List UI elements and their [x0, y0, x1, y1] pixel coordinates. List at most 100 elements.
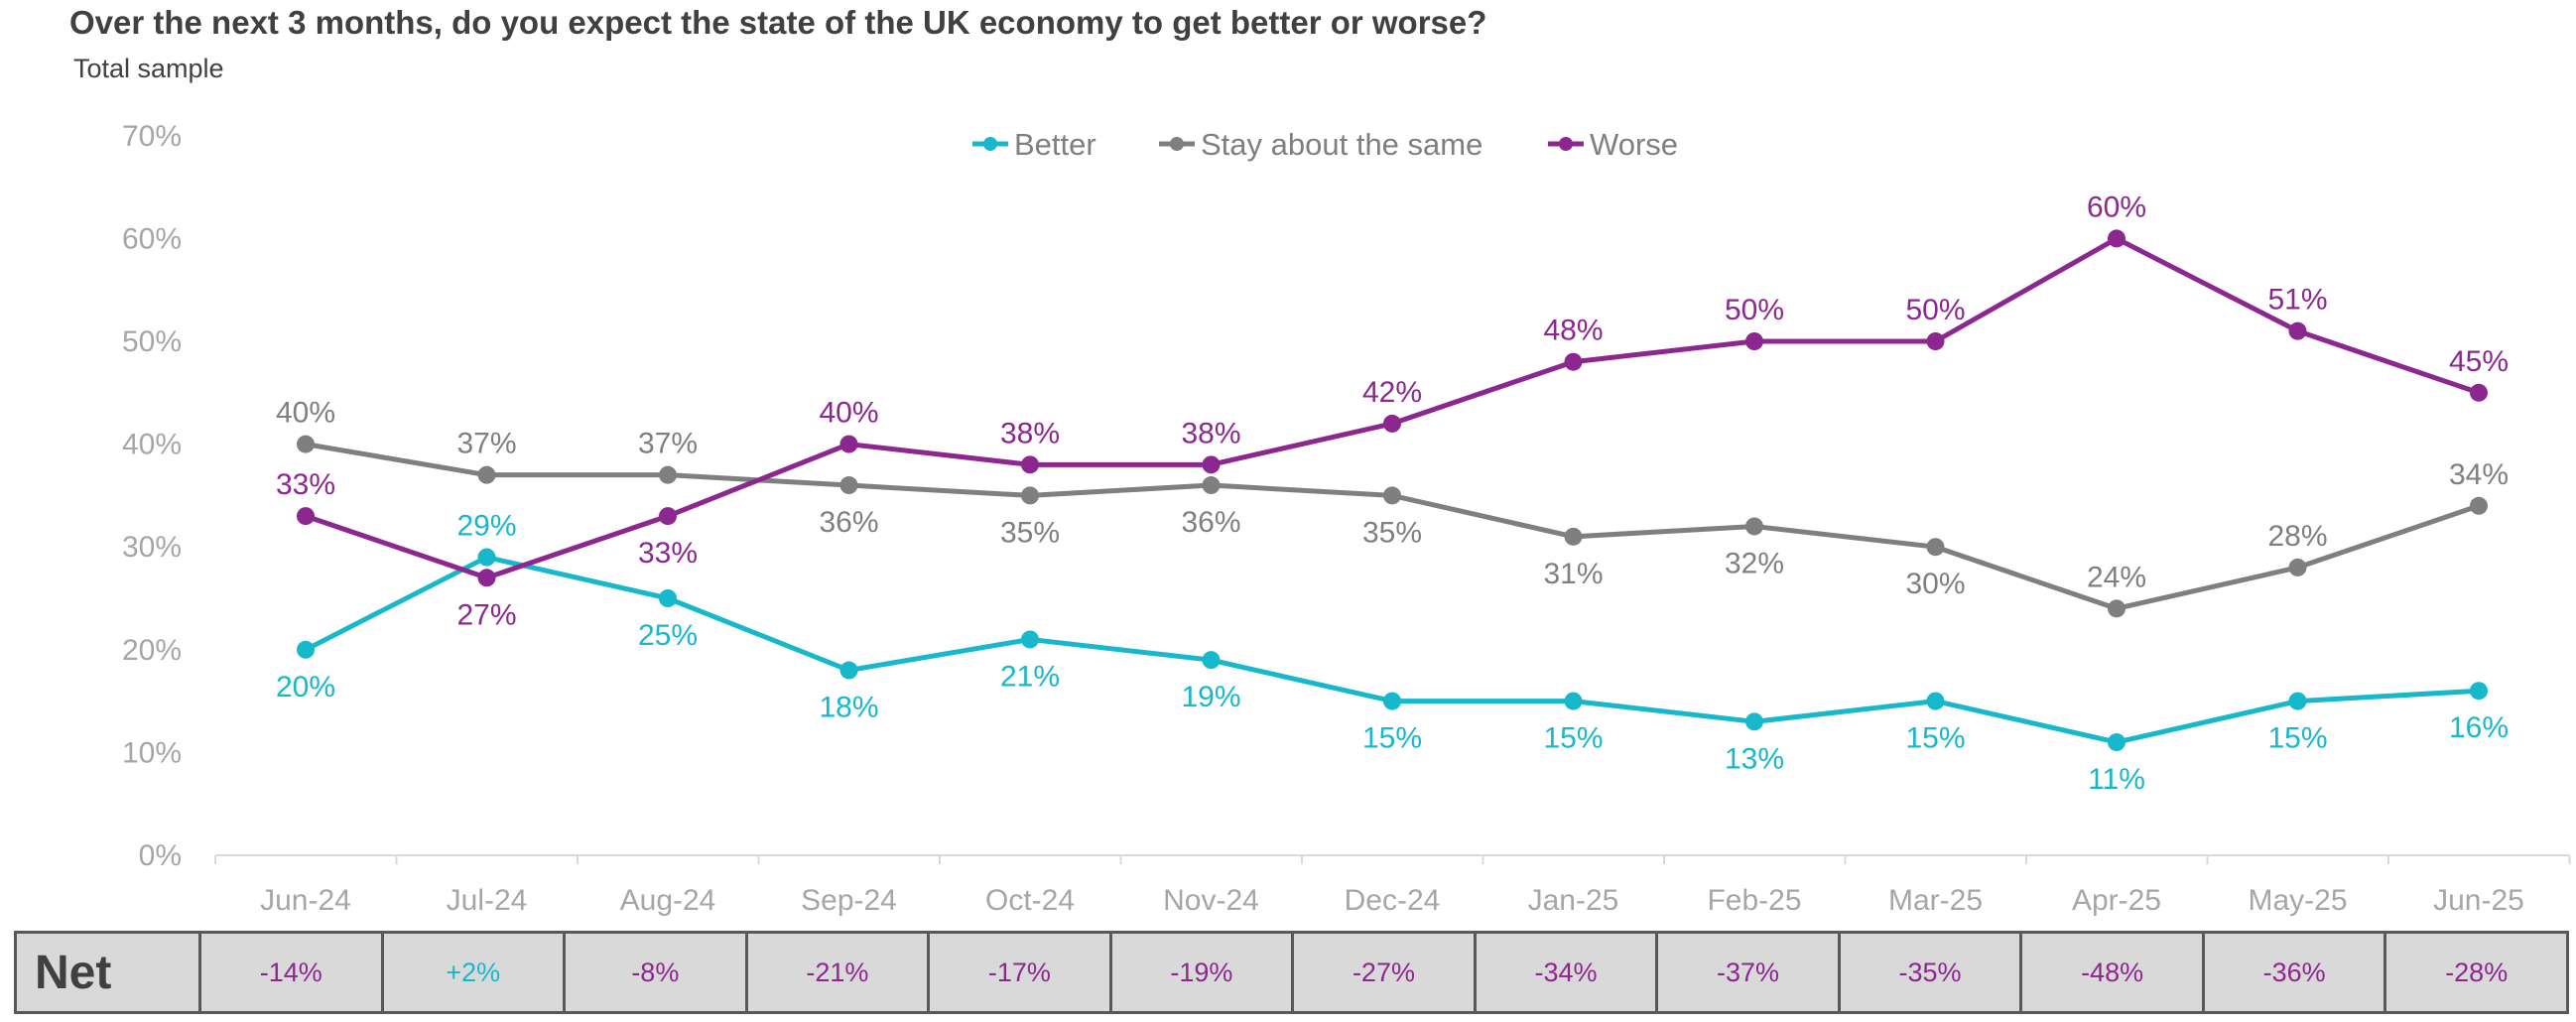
- data-point: [1202, 651, 1221, 670]
- data-label: 35%: [1362, 516, 1422, 549]
- data-point: [2108, 733, 2125, 752]
- data-label: 13%: [1725, 742, 1784, 775]
- data-point: [1745, 712, 1763, 731]
- series-group: 20% 29% 25% 18% 21% 19% 15% 15% 13% 15% 11% 15% 16% 4…: [276, 191, 2509, 796]
- data-point: [2108, 229, 2125, 248]
- data-label: 34%: [2449, 458, 2509, 491]
- net-value-cell: -17%: [927, 931, 1112, 1014]
- data-point: [2470, 496, 2488, 515]
- data-point: [659, 465, 677, 484]
- x-tick-label: Dec-24: [1345, 884, 1441, 917]
- data-point: [1564, 527, 1583, 546]
- data-label: 38%: [1000, 417, 1060, 449]
- y-tick-label: 40%: [122, 429, 182, 461]
- x-tick-label: Oct-24: [985, 884, 1075, 917]
- data-point: [1564, 352, 1583, 371]
- x-tick-label: Jul-24: [447, 884, 528, 917]
- data-point: [1564, 692, 1583, 710]
- net-value-cell: -37%: [1655, 931, 1841, 1014]
- data-point: [477, 548, 496, 567]
- x-tick-label: Feb-25: [1707, 884, 1801, 917]
- data-point: [297, 507, 315, 526]
- net-value-cell: -35%: [1837, 931, 2023, 1014]
- data-label: 60%: [2087, 191, 2146, 223]
- data-label: 33%: [276, 468, 335, 501]
- x-tick-label: Mar-25: [1888, 884, 1983, 917]
- net-value-cell: -34%: [1473, 931, 1659, 1014]
- data-point: [2288, 558, 2307, 576]
- net-label: Net: [14, 931, 201, 1014]
- data-point: [839, 661, 858, 680]
- data-label: 24%: [2087, 561, 2146, 593]
- x-tick-label: Sep-24: [801, 884, 897, 917]
- net-table: Net -14% +2% -8% -21% -17% -19% -27% -34% -37% -3…: [14, 931, 2569, 1014]
- y-tick-label: 70%: [122, 120, 182, 153]
- data-point: [1926, 538, 1945, 557]
- data-label: 25%: [638, 619, 698, 652]
- data-point: [297, 640, 315, 659]
- data-label: 37%: [456, 428, 516, 460]
- net-value-cell: -27%: [1291, 931, 1477, 1014]
- legend-marker: [1170, 137, 1184, 151]
- data-point: [1745, 332, 1763, 350]
- chart-title: Over the next 3 months, do you expect th…: [69, 4, 1487, 41]
- y-tick-label: 60%: [122, 222, 182, 255]
- x-tick-label: May-25: [2248, 884, 2347, 917]
- line-chart: 0% 10% 20% 30% 40% 50% 60% 70% Jun-24 Jul-24 Aug-…: [122, 120, 2571, 917]
- data-point: [1202, 476, 1221, 495]
- data-point: [477, 569, 496, 587]
- data-point: [839, 476, 858, 495]
- legend: Better Stay about the same Worse: [972, 127, 1678, 162]
- net-value-cell: -36%: [2201, 931, 2387, 1014]
- chart-subtitle: Total sample: [73, 54, 224, 83]
- data-label: 15%: [1905, 722, 1965, 755]
- x-tick-label: Apr-25: [2072, 884, 2161, 917]
- series-worse: 33% 27% 33% 40% 38% 38% 42% 48% 50% 50% 60% 51% 45%: [276, 191, 2509, 631]
- y-tick-label: 10%: [122, 736, 182, 769]
- data-point: [1926, 332, 1945, 350]
- data-point: [1383, 692, 1401, 710]
- data-label: 32%: [1725, 547, 1784, 579]
- data-point: [2470, 383, 2488, 402]
- data-point: [659, 589, 677, 607]
- data-point: [839, 435, 858, 453]
- data-label: 48%: [1543, 315, 1603, 347]
- x-tick-label: Jun-25: [2433, 884, 2524, 917]
- x-tick-label: Aug-24: [620, 884, 716, 917]
- data-point: [1021, 455, 1039, 474]
- series-stay-about-the-same: 40% 37% 37% 36% 35% 36% 35% 31% 32% 30% 24% 28% 34%: [276, 397, 2509, 618]
- y-tick-label: 0%: [139, 839, 182, 872]
- data-label: 50%: [1905, 294, 1965, 326]
- data-point: [659, 507, 677, 526]
- series-line: [304, 555, 2480, 745]
- series-better: 20% 29% 25% 18% 21% 19% 15% 15% 13% 15% 11% 15% 16%: [276, 510, 2509, 796]
- net-value-cell: -8%: [563, 931, 748, 1014]
- x-axis: Jun-24 Jul-24 Aug-24 Sep-24 Oct-24 Nov-24 Dec-…: [214, 854, 2571, 917]
- net-value-cell: -14%: [198, 931, 384, 1014]
- legend-item: Worse: [1548, 127, 1678, 162]
- data-label: 16%: [2449, 711, 2509, 744]
- data-label: 40%: [276, 397, 335, 430]
- y-axis: 0% 10% 20% 30% 40% 50% 60% 70%: [122, 120, 182, 872]
- legend-marker: [983, 137, 997, 151]
- net-value-cell: -21%: [744, 931, 931, 1014]
- data-point: [1383, 486, 1401, 505]
- data-point: [1021, 486, 1039, 505]
- data-label: 18%: [819, 692, 878, 724]
- data-label: 45%: [2449, 345, 2509, 378]
- data-label: 28%: [2267, 520, 2327, 553]
- net-value-cell: -48%: [2019, 931, 2205, 1014]
- legend-item: Better: [972, 127, 1096, 162]
- data-label: 30%: [1905, 568, 1965, 600]
- legend-label: Worse: [1590, 127, 1678, 162]
- data-label: 29%: [456, 510, 516, 543]
- data-point: [2288, 692, 2307, 710]
- data-point: [2470, 682, 2488, 701]
- x-tick-label: Jan-25: [1528, 884, 1619, 917]
- data-point: [1021, 630, 1039, 649]
- legend-item: Stay about the same: [1159, 127, 1482, 162]
- data-label: 15%: [2267, 722, 2327, 755]
- data-label: 15%: [1362, 722, 1422, 755]
- net-value-cell: -28%: [2383, 931, 2569, 1014]
- data-label: 35%: [1000, 516, 1060, 549]
